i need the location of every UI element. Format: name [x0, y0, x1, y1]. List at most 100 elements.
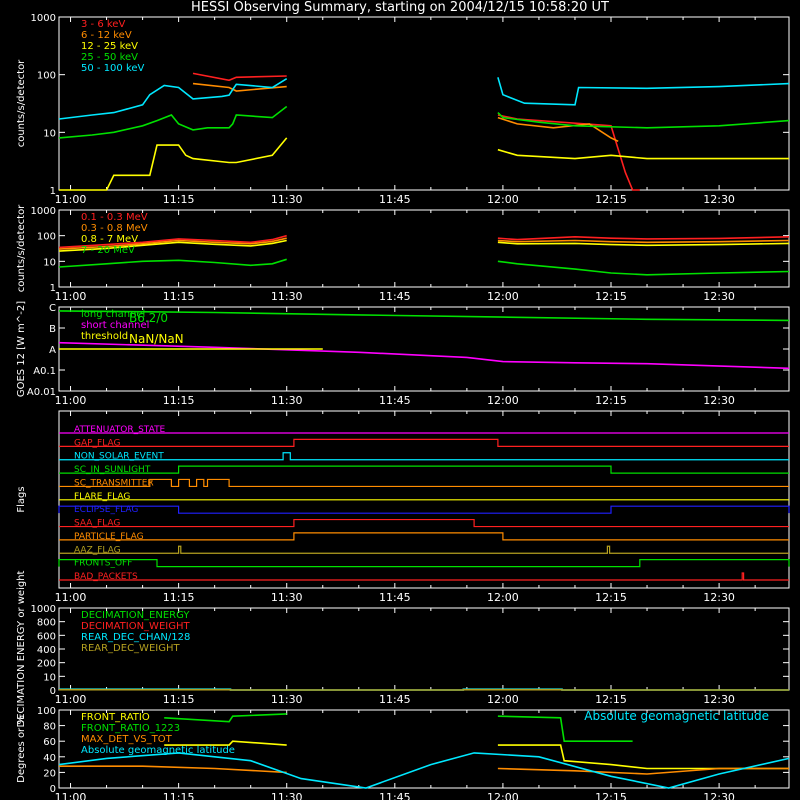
- goes-y-tick-label: A0.01: [27, 387, 56, 398]
- decimation-x-tick-label: 11:15: [163, 693, 195, 706]
- goes-series-0: [58, 310, 790, 322]
- flag-label: SAA_FLAG: [74, 519, 120, 529]
- flag-trace: [58, 559, 790, 568]
- goes-annotation: NaN/NaN: [129, 332, 184, 346]
- flags-x-tick-label: 11:15: [163, 591, 195, 604]
- counts-y-tick-label: 10: [43, 128, 56, 139]
- counts-mev-series-3: [58, 258, 790, 276]
- goes-y-tick-label: B: [49, 324, 56, 335]
- goes-series-1: [58, 341, 790, 370]
- counts-mev-x-tick-label: 11:30: [271, 290, 303, 303]
- counts-mev-x-tick-label: 12:15: [595, 290, 627, 303]
- counts-series-0: [192, 72, 640, 191]
- decimation-y-tick-label: 400: [37, 645, 56, 656]
- counts-series-1: [192, 82, 619, 143]
- counts-mev-legend-item: 7 - 20 MeV: [81, 245, 135, 256]
- ratios-legend-item: Absolute geomagnetic latitude: [81, 745, 235, 756]
- decimation-legend-item: REAR_DEC_WEIGHT: [81, 643, 180, 654]
- ratios-legend-item: MAX_DET_VS_TOT: [81, 734, 173, 745]
- goes-y-tick-label: A0.1: [33, 366, 56, 377]
- flags-y-axis-label: Flags: [16, 486, 27, 512]
- flag-label: FRONTS_OFF: [74, 559, 132, 569]
- decimation-x-tick-label: 12:30: [703, 693, 735, 706]
- flag-label: SC_TRANSMITTER: [74, 478, 154, 488]
- ratios-y-tick-label: 80: [43, 722, 56, 733]
- counts-mev-y-tick-label: 10: [43, 257, 56, 268]
- ratios-annotation: Absolute geomagnetic latitude: [584, 709, 769, 723]
- ratios-y-axis-label: Degrees or %: [16, 715, 27, 783]
- flags-x-tick-label: 12:15: [595, 591, 627, 604]
- ratios-frame: [58, 709, 790, 789]
- flag-trace: [59, 478, 789, 488]
- counts-mev-series-1: [58, 237, 790, 250]
- counts-mev-y-tick-label: 1: [50, 283, 56, 294]
- counts-mev-x-tick-label: 11:45: [379, 290, 411, 303]
- decimation-x-tick-label: 12:15: [595, 693, 627, 706]
- ratios-legend-item: FRONT_RATIO_1223: [81, 723, 180, 734]
- ratios-series-0: [164, 740, 789, 770]
- flags-x-tick-label: 11:00: [55, 591, 87, 604]
- counts-x-tick-label: 12:30: [703, 193, 735, 206]
- decimation-x-tick-label: 11:45: [379, 693, 411, 706]
- counts-mev-y-axis-label: counts/s/detector: [16, 204, 27, 292]
- ratios-y-tick-label: 100: [37, 706, 56, 717]
- decimation-y-tick-label: 0: [50, 686, 56, 697]
- goes-legend-item: threshold: [81, 331, 128, 342]
- counts-x-tick-label: 11:45: [379, 193, 411, 206]
- flags-x-tick-label: 11:30: [271, 591, 303, 604]
- flag-trace: [58, 505, 790, 514]
- flag-label: FLARE_FLAG: [74, 492, 130, 502]
- counts-x-tick-label: 12:00: [487, 193, 519, 206]
- decimation-x-tick-label: 11:00: [55, 693, 87, 706]
- counts-mev-y-tick-label: 1000: [31, 206, 56, 217]
- goes-x-tick-label: 12:15: [595, 394, 627, 407]
- decimation-y-tick-label: 200: [37, 659, 56, 670]
- flag-label: AAZ_FLAG: [74, 545, 121, 555]
- ratios-series-3: [58, 752, 790, 789]
- flag-trace: [59, 572, 789, 581]
- flag-label: BAD_PACKETS: [74, 572, 138, 582]
- counts-mev-legend-item: 0.3 - 0.8 MeV: [81, 223, 148, 234]
- decimation-y-tick-label: 10: [43, 672, 56, 683]
- counts-y-tick-label: 1: [50, 186, 56, 197]
- counts-series-4: [58, 77, 790, 120]
- counts-mev-y-tick-label: 100: [37, 232, 56, 243]
- flag-trace: [59, 518, 789, 528]
- counts-y-tick-label: 1000: [31, 13, 56, 24]
- goes-x-tick-label: 11:45: [379, 394, 411, 407]
- figure-title: HESSI Observing Summary, starting on 200…: [191, 0, 609, 15]
- ratios-y-tick-label: 0: [50, 784, 56, 795]
- decimation-legend-item: DECIMATION_ENERGY: [81, 610, 190, 621]
- ratios-x-tick-label: 11:00: [55, 791, 87, 800]
- goes-annotation: B6.2/0: [129, 311, 168, 325]
- ratios-legend-item: FRONT_RATIO: [81, 712, 150, 723]
- counts-mev-x-tick-label: 11:00: [55, 290, 87, 303]
- counts-legend-item: 25 - 50 keV: [81, 52, 138, 63]
- counts-mev-x-tick-label: 12:00: [487, 290, 519, 303]
- goes-x-tick-label: 12:00: [487, 394, 519, 407]
- decimation-legend-item: REAR_DEC_CHAN/128: [81, 632, 190, 643]
- counts-legend-item: 3 - 6 keV: [81, 19, 125, 30]
- counts-mev-series-2: [58, 239, 790, 252]
- counts-mev-legend-item: 0.1 - 0.3 MeV: [81, 212, 148, 223]
- ratios-series-1: [164, 713, 633, 742]
- flags-x-tick-label: 12:00: [487, 591, 519, 604]
- goes-legend-item: short channel: [81, 320, 149, 331]
- goes-legend-item: long channel: [81, 309, 145, 320]
- ratios-x-tick-label: 11:30: [271, 791, 303, 800]
- counts-x-tick-label: 11:30: [271, 193, 303, 206]
- goes-y-tick-label: C: [49, 303, 56, 314]
- counts-x-tick-label: 12:15: [595, 193, 627, 206]
- ratios-x-tick-label: 12:15: [595, 791, 627, 800]
- counts-x-tick-label: 11:15: [163, 193, 195, 206]
- goes-x-tick-label: 11:15: [163, 394, 195, 407]
- counts-x-tick-label: 11:00: [55, 193, 87, 206]
- counts-series-3: [58, 105, 790, 139]
- counts-legend-item: 12 - 25 keV: [81, 41, 138, 52]
- flag-trace: [59, 438, 789, 447]
- counts-mev-series-0: [58, 234, 790, 249]
- ratios-x-tick-label: 11:45: [379, 791, 411, 800]
- flag-label: PARTICLE_FLAG: [74, 532, 144, 542]
- goes-y-tick-label: A: [49, 345, 56, 356]
- flag-trace: [59, 545, 789, 554]
